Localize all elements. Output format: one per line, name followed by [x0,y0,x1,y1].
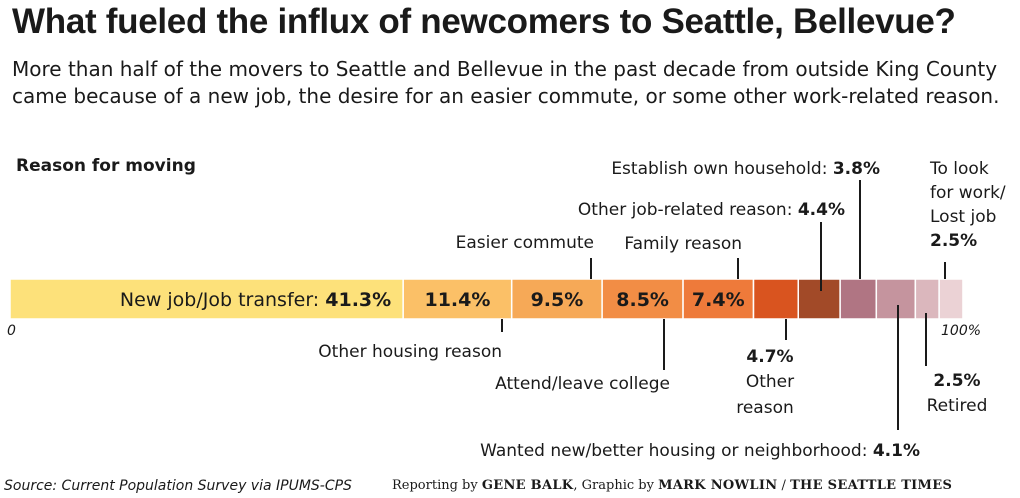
credits-line: Reporting by GENE BALK, Graphic by MARK … [392,478,952,493]
value-label-easier-commute-part: 9.5% [531,289,584,311]
callout-look-work-line3: Lost job [930,207,996,227]
section-label: Reason for moving [16,156,196,176]
callout-better-housing: Wanted new/better housing or neighborhoo… [480,441,920,461]
bar-segment-wanted-new-better-housing-or-neighborhood [875,278,917,320]
callout-other-job-part: 4.4% [798,200,845,220]
bar-segment-to-look-for-work-lost-job [938,278,964,320]
axis-min-label: 0 [7,323,16,339]
callout-establish-household-part: Establish own household: [611,159,833,179]
callout-retired-label-part: Retired [927,396,988,416]
callout-family-reason-part: Family reason [624,234,742,254]
bar-segment-other-job-related-reason [797,278,841,320]
callout-retired-value-part: 2.5% [933,371,980,391]
callout-retired-value: 2.5% [933,371,980,391]
source-note: Source: Current Population Survey via IP… [4,478,352,494]
artist-name: MARK NOWLIN [658,478,778,493]
callout-establish-household: Establish own household: 3.8% [611,159,880,179]
value-label-easier-commute: 9.5% [531,289,584,311]
axis-max-label: 100% [941,323,981,339]
callout-easier-commute: Easier commute [456,233,594,253]
value-label-attend-leave-college: 8.5% [616,289,669,311]
callout-look-work-line2: for work/ [930,183,1006,203]
bar-segment-attend-leave-college [601,278,684,320]
callout-other-housing: Other housing reason [318,342,502,362]
bar-segment-establish-own-household [839,278,878,320]
callout-attend-college-part: Attend/leave college [495,374,670,394]
callout-other-reason-line2-part: reason [736,398,794,418]
value-label-other-housing-reason: 11.4% [424,289,490,311]
callout-family-reason: Family reason [624,234,742,254]
callout-other-reason-line2: reason [736,398,794,418]
credit-separator: / [777,478,791,493]
reporter-name: GENE BALK [481,478,574,493]
bar-segment-family-reason [682,278,755,320]
chart-subtitle: More than half of the movers to Seattle … [12,57,1000,108]
callout-better-housing-part: Wanted new/better housing or neighborhoo… [480,441,873,461]
callout-better-housing-part: 4.1% [873,441,920,461]
callout-look-work-value-part: 2.5% [930,231,977,251]
chart-title: What fueled the influx of newcomers to S… [12,2,956,41]
reporting-prefix: Reporting by [392,478,482,493]
bar-segment-retired [914,278,940,320]
value-label-attend-leave-college-part: 8.5% [616,289,669,311]
label-new-job: New job/Job transfer: 41.3% [120,289,391,311]
footer: Source: Current Population Survey via IP… [0,477,1020,498]
callout-other-job: Other job-related reason: 4.4% [578,200,845,220]
bar-segment-new-job-job-transfer [9,278,404,320]
callout-look-work-line1-part: To look [929,159,989,179]
callout-easier-commute-part: Easier commute [456,233,594,253]
callout-attend-college: Attend/leave college [495,374,670,394]
callout-other-reason-line1-part: Other [746,372,794,392]
publication-name: THE SEATTLE TIMES [790,478,953,493]
callout-look-work-line1: To look [929,159,989,179]
callout-other-housing-part: Other housing reason [318,342,502,362]
callout-retired-label: Retired [927,396,988,416]
label-new-job-part: 41.3% [325,289,391,311]
value-label-family-reason-part: 7.4% [692,289,745,311]
value-label-family-reason: 7.4% [692,289,745,311]
value-label-other-housing-reason-part: 11.4% [424,289,490,311]
stacked-bar-chart: New job/Job transfer: 41.3% 11.4% 9.5% 8.5%… [7,159,1006,461]
leader-lines [501,180,946,430]
callout-other-reason-line1: Other [746,372,794,392]
graphic-prefix: , Graphic by [573,478,659,493]
callout-other-reason-value-part: 4.7% [746,347,793,367]
callout-look-work-value: 2.5% [930,231,977,251]
bar-labels: New job/Job transfer: 41.3% 11.4% 9.5% 8.5%… [120,159,1006,461]
label-new-job-part: New job/Job transfer: [120,289,325,311]
bar-segments [9,278,964,320]
callout-establish-household-part: 3.8% [833,159,880,179]
callout-look-work-line3-part: Lost job [930,207,996,227]
callout-other-reason-value: 4.7% [746,347,793,367]
callout-other-job-part: Other job-related reason: [578,200,798,220]
bar-segment-other-reason [752,278,800,320]
bar-segment-other-housing-reason [402,278,513,320]
callout-look-work-line2-part: for work/ [930,183,1006,203]
